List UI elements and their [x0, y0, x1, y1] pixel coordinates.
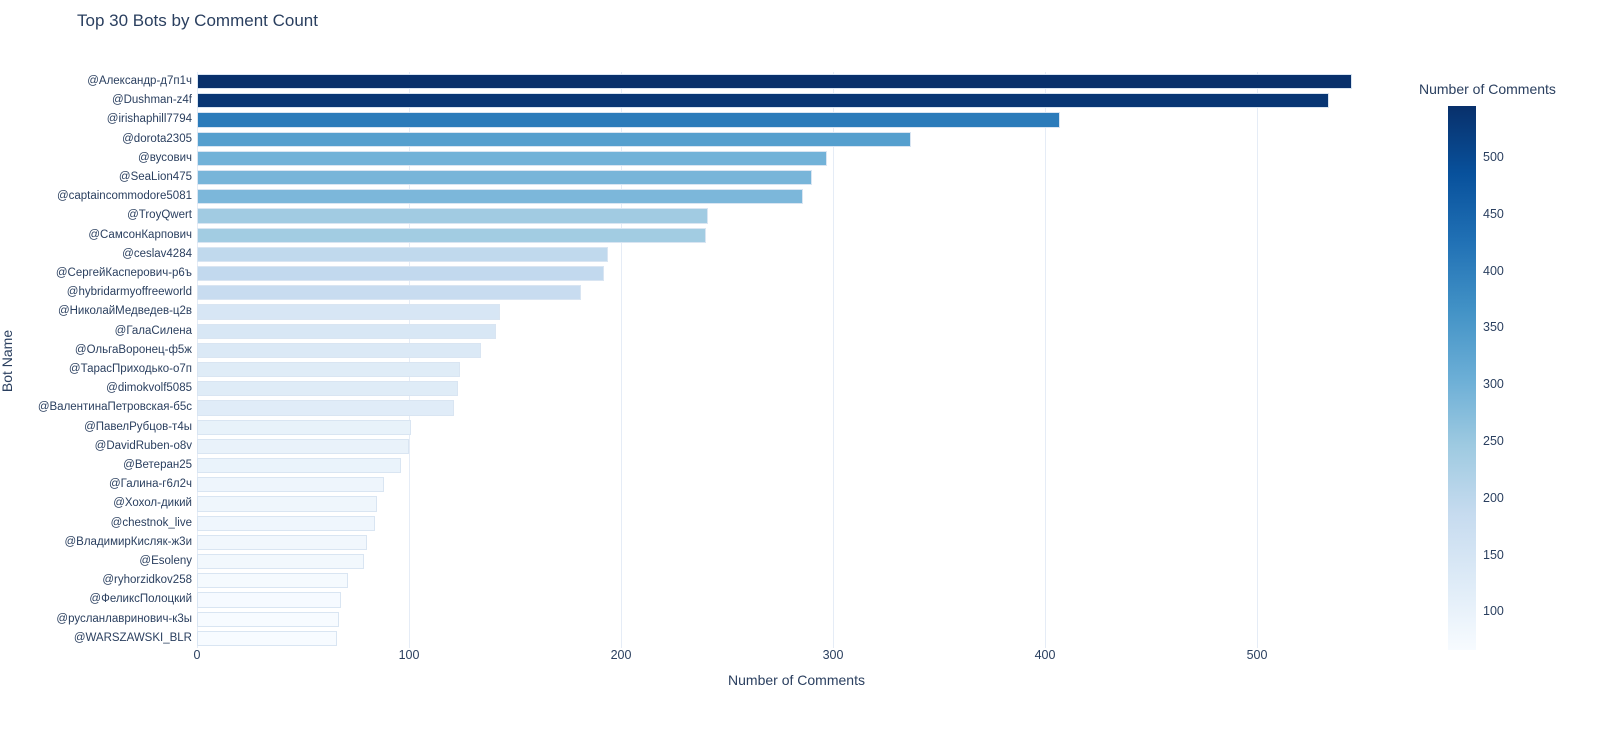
bar — [197, 285, 581, 301]
gridline-x-200 — [621, 72, 622, 648]
bar — [197, 457, 401, 474]
y-tick-label: @ПавелРубцов-т4ы — [84, 420, 192, 433]
y-tick-label: @Dushman-z4f — [111, 94, 192, 107]
bar — [197, 381, 458, 397]
colorbar-tick-label: 200 — [1483, 490, 1504, 505]
colorbar-tick-label: 350 — [1483, 320, 1504, 335]
y-tick-label: @русланлавринович-к3ы — [56, 612, 192, 625]
x-tick-label: 400 — [1034, 648, 1056, 662]
y-tick-label: @НиколайМедведев-ц2в — [57, 305, 192, 318]
x-tick-label: 0 — [193, 648, 201, 662]
gridline-x-0 — [197, 72, 198, 648]
plot-area — [197, 72, 1396, 648]
y-tick-label: @captaincommodore5081 — [56, 190, 192, 203]
y-tick-label: @irishaphill7794 — [106, 113, 192, 126]
y-tick-label: @dimokvolf5085 — [106, 382, 192, 395]
y-tick-label: @hybridarmyoffreeworld — [66, 286, 192, 299]
y-tick-label: @Галина-г6л2ч — [108, 478, 192, 491]
y-tick-label: @Александр-д7п1ч — [87, 75, 192, 87]
x-axis-title: Number of Comments — [728, 672, 865, 688]
gridline-x-300 — [833, 72, 834, 648]
bar — [197, 73, 1353, 90]
x-tick-label: 500 — [1246, 648, 1268, 662]
bar — [197, 419, 412, 435]
y-tick-label: @ФеликсПолоцкий — [89, 593, 192, 606]
bar — [197, 534, 367, 551]
bar — [197, 265, 605, 282]
bar — [197, 400, 454, 416]
y-tick-label: @ВалентинаПетровская-б5с — [37, 401, 192, 414]
y-tick-label: @ОльгаВоронец-ф5ж — [74, 343, 192, 356]
bar — [197, 150, 827, 167]
bar — [197, 342, 482, 359]
colorbar-tick-label: 400 — [1483, 263, 1504, 278]
x-tick-label: 100 — [398, 648, 420, 662]
y-tick-label: @Хохол-дикий — [113, 497, 192, 510]
gridline-x-100 — [409, 72, 410, 648]
bar — [197, 169, 812, 186]
bar — [197, 323, 496, 339]
bar — [197, 611, 340, 627]
y-tick-label: @TroyQwert — [127, 209, 192, 222]
bar — [197, 438, 409, 455]
colorbar-tick-label: 250 — [1483, 434, 1504, 449]
bar — [197, 553, 365, 570]
bar — [197, 477, 384, 493]
colorbar-gradient — [1448, 106, 1476, 650]
bar — [197, 227, 706, 243]
gridline-x-400 — [1045, 72, 1046, 648]
colorbar-tick-label: 300 — [1483, 377, 1504, 392]
bar — [197, 630, 337, 647]
y-tick-label: @dorota2305 — [122, 132, 192, 145]
bar — [197, 189, 804, 205]
y-tick-label: @SeaLion475 — [118, 171, 192, 183]
gridline-x-500 — [1257, 72, 1258, 648]
y-tick-label: @Ветеран25 — [123, 459, 192, 471]
bar — [197, 592, 342, 608]
bar — [197, 573, 348, 589]
y-tick-label: @вусович — [138, 151, 192, 164]
y-tick-label: @СамсонКарпович — [88, 228, 192, 241]
x-tick-label: 200 — [610, 648, 632, 662]
bar — [197, 112, 1060, 128]
bar — [197, 361, 460, 378]
y-tick-label: @ГалаСилена — [114, 324, 192, 337]
bar — [197, 93, 1330, 109]
y-tick-label: @СергейКасперович-р6ъ — [55, 267, 192, 279]
y-tick-label: @ВладимирКисляк-ж3и — [64, 535, 193, 548]
chart-title: Top 30 Bots by Comment Count — [77, 11, 318, 30]
bar — [197, 304, 501, 320]
bar — [197, 246, 609, 263]
y-tick-label: @Esoleny — [139, 555, 192, 567]
y-tick-label: @ryhorzidkov258 — [102, 574, 192, 587]
y-tick-label: @ТарасПриходько-о7п — [68, 363, 192, 375]
bar — [197, 496, 378, 512]
bar — [197, 515, 376, 531]
bar — [197, 208, 708, 224]
y-tick-label: @chestnok_live — [110, 516, 192, 529]
colorbar-tick-label: 100 — [1483, 604, 1504, 619]
colorbar-tick-label: 500 — [1483, 150, 1504, 165]
x-tick-label: 300 — [822, 648, 844, 662]
y-tick-label: @WARSZAWSKI_BLR — [73, 631, 192, 644]
colorbar-tick-label: 450 — [1483, 206, 1504, 221]
colorbar-tick-label: 150 — [1483, 547, 1504, 562]
y-tick-label: @DavidRuben-o8v — [94, 439, 192, 452]
bar — [197, 131, 912, 147]
y-tick-label: @ceslav4284 — [122, 247, 192, 260]
colorbar-title: Number of Comments — [1419, 81, 1556, 97]
